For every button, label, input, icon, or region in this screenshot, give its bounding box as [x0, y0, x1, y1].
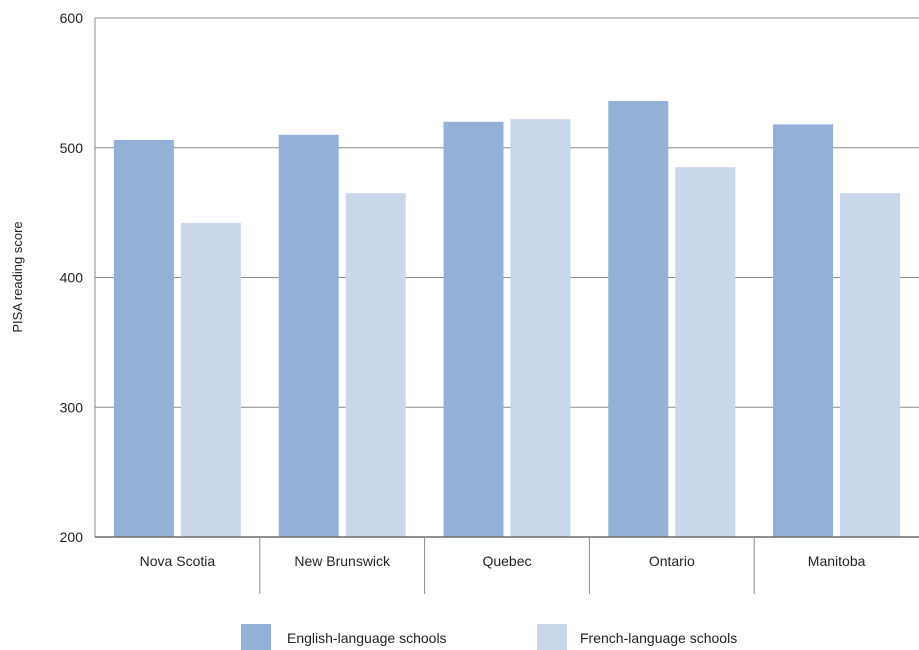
bar-french-1	[345, 193, 406, 537]
bars	[113, 101, 901, 538]
bar-english-2	[443, 121, 504, 538]
bar-english-3	[608, 101, 669, 537]
axes	[94, 18, 919, 594]
legend-swatch	[241, 624, 271, 650]
y-tick-label: 200	[60, 529, 84, 545]
y-tick-label: 400	[60, 270, 84, 286]
y-tick-label: 600	[60, 10, 84, 26]
bar-english-1	[278, 134, 339, 537]
x-tick-label: Nova Scotia	[140, 553, 216, 569]
x-tick-labels: Nova Scotia New Brunswick Quebec Ontario Man…	[140, 553, 866, 569]
bar-english-4	[773, 124, 834, 538]
x-tick-label: Quebec	[482, 553, 531, 569]
bar-english-0	[113, 139, 174, 537]
legend-label: English-language schools	[287, 630, 447, 646]
y-tick-label: 500	[60, 140, 84, 156]
y-tick-labels: 200 300 400 500 600	[60, 10, 84, 545]
x-tick-label: Manitoba	[808, 553, 866, 569]
y-axis-label: PISA reading score	[10, 221, 25, 332]
bar-french-2	[510, 119, 571, 537]
x-tick-label: Ontario	[649, 553, 695, 569]
x-tick-label: New Brunswick	[294, 553, 391, 569]
legend-swatch	[537, 624, 567, 650]
legend: English-language schools French-language …	[241, 624, 737, 650]
y-tick-label: 300	[60, 399, 84, 415]
bar-french-3	[675, 167, 736, 537]
legend-label: French-language schools	[580, 630, 737, 646]
bar-french-4	[840, 193, 901, 537]
bar-french-0	[180, 223, 241, 537]
